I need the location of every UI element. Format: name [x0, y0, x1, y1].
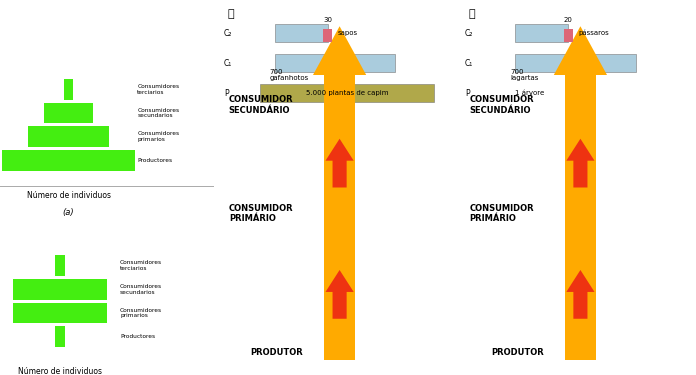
Text: Consumidores
secundarios: Consumidores secundarios — [137, 108, 180, 118]
Bar — [55, 255, 65, 276]
FancyArrow shape — [326, 139, 354, 188]
Text: 1 árvore: 1 árvore — [515, 90, 545, 96]
Text: CONSUMIDOR
SECUNDÁRIO: CONSUMIDOR SECUNDÁRIO — [470, 95, 535, 115]
Text: 700
gafanhotos: 700 gafanhotos — [270, 69, 309, 81]
Text: C₂: C₂ — [465, 28, 473, 38]
Text: (a): (a) — [63, 208, 74, 217]
FancyArrow shape — [326, 270, 354, 319]
Text: C₁: C₁ — [224, 58, 232, 68]
Text: PRODUTOR: PRODUTOR — [491, 348, 544, 357]
Text: Ⓑ: Ⓑ — [468, 9, 475, 20]
Text: Número de individuos: Número de individuos — [18, 368, 102, 375]
Bar — [13, 279, 107, 300]
Bar — [55, 326, 65, 347]
Text: P: P — [465, 88, 469, 98]
Text: Productores: Productores — [137, 158, 173, 163]
Polygon shape — [313, 26, 366, 75]
Text: Consumidores
secundarios: Consumidores secundarios — [120, 284, 162, 295]
Bar — [44, 103, 93, 123]
Bar — [2, 150, 135, 171]
Bar — [564, 75, 596, 360]
FancyArrow shape — [567, 270, 594, 319]
Text: Ⓐ: Ⓐ — [228, 9, 235, 20]
Bar — [13, 303, 107, 323]
Bar — [324, 75, 355, 360]
FancyArrow shape — [567, 139, 594, 188]
Bar — [564, 29, 573, 42]
Bar — [515, 54, 636, 72]
Text: CONSUMIDOR
PRIMÁRIO: CONSUMIDOR PRIMÁRIO — [470, 204, 535, 224]
Text: Consumidores
primarios: Consumidores primarios — [137, 131, 180, 142]
Text: pássaros: pássaros — [578, 30, 609, 36]
Text: sapos: sapos — [337, 30, 357, 36]
Text: CONSUMIDOR
SECUNDÁRIO: CONSUMIDOR SECUNDÁRIO — [229, 95, 294, 115]
Bar — [28, 126, 109, 147]
Text: Consumidores
primarios: Consumidores primarios — [120, 308, 162, 318]
Text: Consumidores
terciarios: Consumidores terciarios — [120, 260, 162, 271]
Text: P: P — [224, 88, 228, 98]
Text: 30: 30 — [323, 16, 332, 22]
Text: 700
lagartas: 700 lagartas — [511, 69, 539, 81]
Text: 20: 20 — [564, 16, 573, 22]
Bar — [515, 24, 569, 42]
Bar — [274, 24, 328, 42]
Text: PRODUTOR: PRODUTOR — [251, 348, 303, 357]
Text: Consumidores
terciarios: Consumidores terciarios — [137, 84, 180, 95]
Bar — [260, 84, 434, 102]
Text: 5.000 plantas de capim: 5.000 plantas de capim — [306, 90, 388, 96]
Text: CONSUMIDOR
PRIMÁRIO: CONSUMIDOR PRIMÁRIO — [229, 204, 294, 224]
Text: C₂: C₂ — [224, 28, 232, 38]
Text: Productores: Productores — [120, 334, 155, 339]
Bar — [324, 29, 332, 42]
Text: C₁: C₁ — [465, 58, 473, 68]
Text: Número de individuos: Número de individuos — [26, 191, 111, 200]
Bar — [274, 54, 395, 72]
Polygon shape — [554, 26, 607, 75]
Bar — [64, 79, 73, 100]
